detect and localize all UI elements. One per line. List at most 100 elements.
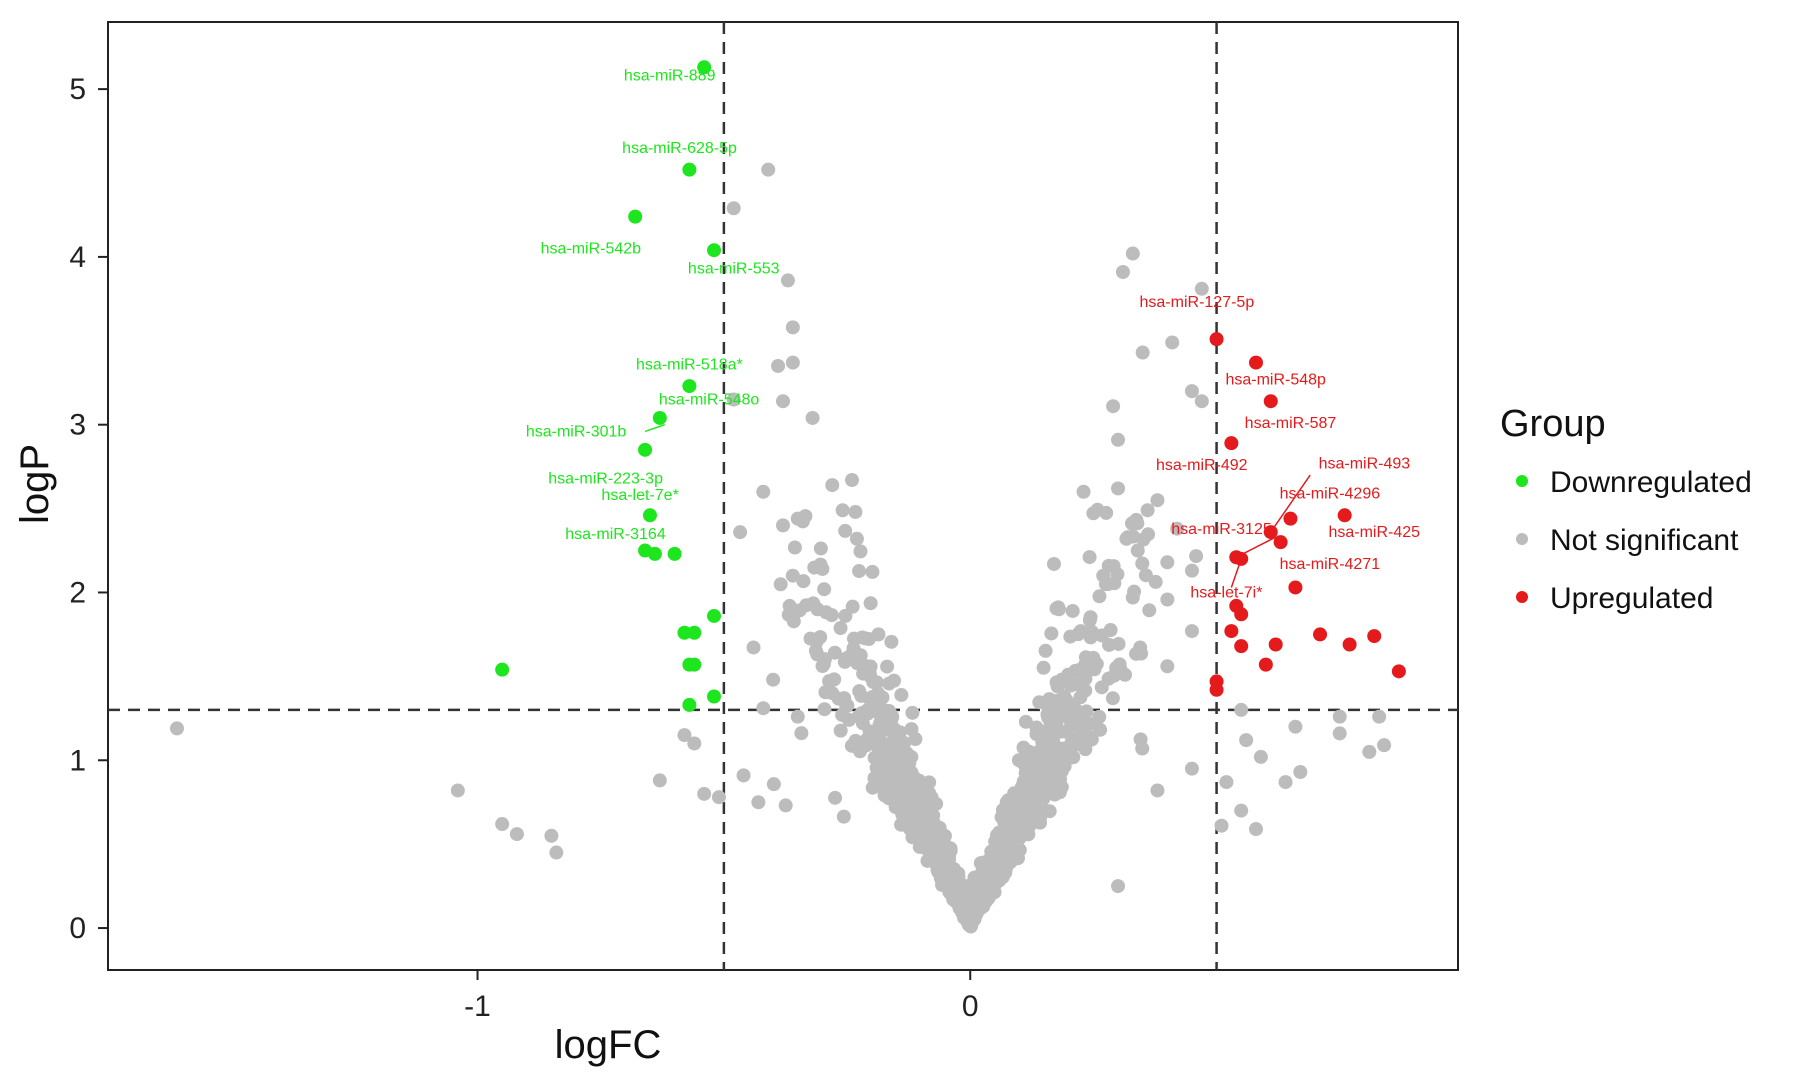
point-not-significant — [1086, 650, 1101, 665]
point-not-significant — [852, 736, 867, 751]
point-not-significant — [509, 827, 524, 842]
point-not-significant — [936, 854, 951, 869]
plot-frame — [107, 21, 1459, 971]
point-label: hsa-miR-223-3p — [548, 470, 663, 487]
y-tick-label: 5 — [69, 73, 86, 106]
point-not-significant — [863, 596, 878, 611]
point-not-significant — [1150, 783, 1165, 798]
point-not-significant — [549, 845, 564, 860]
point-not-significant — [1189, 549, 1204, 564]
point-not-significant — [1125, 590, 1140, 605]
point-label: hsa-miR-127-5p — [1140, 294, 1255, 311]
point-not-significant — [1047, 725, 1062, 740]
point-not-significant — [999, 819, 1014, 834]
point-not-significant — [808, 643, 823, 658]
point-not-significant — [773, 577, 788, 592]
point-downregulated — [707, 608, 722, 623]
point-not-significant — [1083, 630, 1098, 645]
point-label: hsa-miR-493 — [1319, 455, 1411, 472]
y-tick-label: 0 — [69, 912, 86, 945]
y-tick-label: 1 — [69, 744, 86, 777]
point-not-significant — [1093, 722, 1108, 737]
point-not-significant — [904, 785, 919, 800]
point-downregulated — [642, 508, 657, 523]
point-not-significant — [926, 808, 941, 823]
point-not-significant — [1239, 733, 1254, 748]
point-not-significant — [1138, 568, 1153, 583]
point-upregulated — [1337, 508, 1352, 523]
point-not-significant — [953, 895, 968, 910]
point-not-significant — [1234, 803, 1249, 818]
point-not-significant — [687, 736, 702, 751]
point-not-significant — [1105, 691, 1120, 706]
point-not-significant — [1362, 744, 1377, 759]
point-not-significant — [1041, 703, 1056, 718]
point-downregulated — [628, 209, 643, 224]
point-not-significant — [827, 672, 842, 687]
point-upregulated — [1288, 580, 1303, 595]
point-not-significant — [1115, 265, 1130, 280]
point-not-significant — [863, 659, 878, 674]
point-not-significant — [1111, 481, 1126, 496]
point-not-significant — [1048, 749, 1063, 764]
point-not-significant — [1040, 735, 1055, 750]
point-not-significant — [872, 701, 887, 716]
point-not-significant — [1101, 671, 1116, 686]
point-not-significant — [1083, 610, 1098, 625]
point-not-significant — [906, 770, 921, 785]
y-tick-label: 4 — [69, 241, 86, 274]
y-tick-label: 3 — [69, 409, 86, 442]
point-upregulated — [1234, 607, 1249, 622]
point-not-significant — [805, 410, 820, 425]
point-label: hsa-miR-548o — [659, 392, 760, 409]
point-not-significant — [870, 675, 885, 690]
point-not-significant — [872, 760, 887, 775]
point-not-significant — [1011, 753, 1026, 768]
point-not-significant — [1066, 750, 1081, 765]
point-upregulated — [1283, 511, 1298, 526]
axes: logFC logP -1 0 0 1 2 3 4 5 — [13, 73, 979, 1067]
point-not-significant — [785, 355, 800, 370]
legend-marker — [1516, 591, 1528, 603]
point-not-significant — [1022, 745, 1037, 760]
point-not-significant — [544, 828, 559, 843]
point-not-significant — [942, 869, 957, 884]
point-downregulated — [682, 697, 697, 712]
point-not-significant — [1036, 660, 1051, 675]
point-label: hsa-miR-425 — [1328, 524, 1420, 541]
point-not-significant — [1214, 818, 1229, 833]
point-not-significant — [1253, 749, 1268, 764]
point-not-significant — [1184, 761, 1199, 776]
point-not-significant — [1106, 399, 1121, 414]
point-not-significant — [1136, 532, 1151, 547]
point-not-significant — [835, 503, 850, 518]
point-not-significant — [711, 790, 726, 805]
point-not-significant — [930, 842, 945, 857]
point-not-significant — [778, 798, 793, 813]
point-not-significant — [983, 878, 998, 893]
point-not-significant — [790, 709, 805, 724]
point-not-significant — [169, 721, 184, 736]
point-downregulated — [647, 546, 662, 561]
point-not-significant — [1046, 556, 1061, 571]
point-not-significant — [1135, 556, 1150, 571]
point-not-significant — [1101, 577, 1116, 592]
point-not-significant — [1184, 624, 1199, 639]
point-not-significant — [813, 541, 828, 556]
point-not-significant — [796, 574, 811, 589]
point-not-significant — [1038, 643, 1053, 658]
point-not-significant — [981, 891, 996, 906]
point-not-significant — [885, 777, 900, 792]
point-not-significant — [756, 484, 771, 499]
point-not-significant — [771, 358, 786, 373]
legend-label: Not significant — [1550, 524, 1739, 557]
point-not-significant — [751, 795, 766, 810]
point-not-significant — [888, 800, 903, 815]
point-downregulated — [687, 625, 702, 640]
point-downregulated — [687, 657, 702, 672]
point-not-significant — [766, 672, 781, 687]
label-leader-line — [644, 423, 665, 433]
point-not-significant — [1073, 690, 1088, 705]
point-not-significant — [677, 728, 692, 743]
